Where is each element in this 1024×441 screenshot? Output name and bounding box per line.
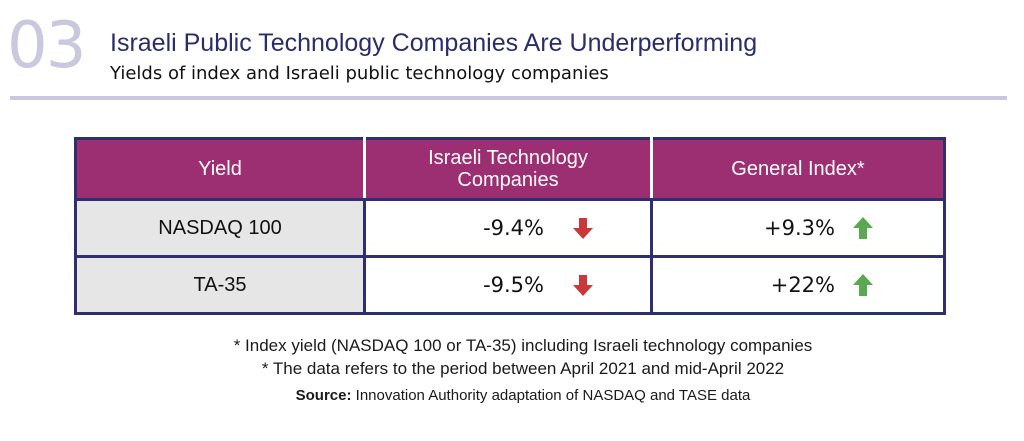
down-arrow-icon: [573, 218, 593, 239]
footnote: * Index yield (NASDAQ 100 or TA-35) incl…: [233, 336, 813, 355]
source-text: Innovation Authority adaptation of NASDA…: [351, 387, 751, 404]
tech-yield-value: -9.5%: [483, 273, 544, 297]
source-line: Source: Innovation Authority adaptation …: [0, 386, 1024, 406]
section-number: 03: [7, 9, 86, 83]
index-yield-value: +9.3%: [764, 216, 835, 240]
source-label: Source:: [295, 387, 352, 404]
tech-yield-value: -9.4%: [483, 216, 544, 240]
footnote: * The data refers to the period between …: [261, 359, 785, 378]
row-label: NASDAQ 100: [74, 198, 366, 258]
title-divider: [10, 96, 1007, 100]
row-label: TA-35: [74, 255, 366, 315]
index-yield-value: +22%: [770, 273, 835, 297]
yield-table: Yield Israeli Technology Companies Gener…: [74, 137, 946, 315]
table-row: NASDAQ 100 -9.4% +9.3%: [74, 198, 946, 258]
page-subtitle: Yields of index and Israeli public techn…: [110, 63, 609, 84]
tech-yield-cell: -9.4%: [363, 198, 653, 258]
column-header-yield: Yield: [74, 137, 366, 201]
column-header-tech: Israeli Technology Companies: [363, 137, 653, 201]
index-yield-cell: +9.3%: [650, 198, 946, 258]
down-arrow-icon: [573, 275, 593, 296]
column-header-index: General Index*: [650, 137, 946, 201]
footnotes: * Index yield (NASDAQ 100 or TA-35) incl…: [0, 334, 1024, 380]
table-row: TA-35 -9.5% +22%: [74, 255, 946, 315]
table-header-row: Yield Israeli Technology Companies Gener…: [74, 137, 946, 201]
index-yield-cell: +22%: [650, 255, 946, 315]
up-arrow-icon: [853, 217, 873, 239]
page-title: Israeli Public Technology Companies Are …: [110, 29, 758, 57]
up-arrow-icon: [853, 274, 873, 296]
tech-yield-cell: -9.5%: [363, 255, 653, 315]
